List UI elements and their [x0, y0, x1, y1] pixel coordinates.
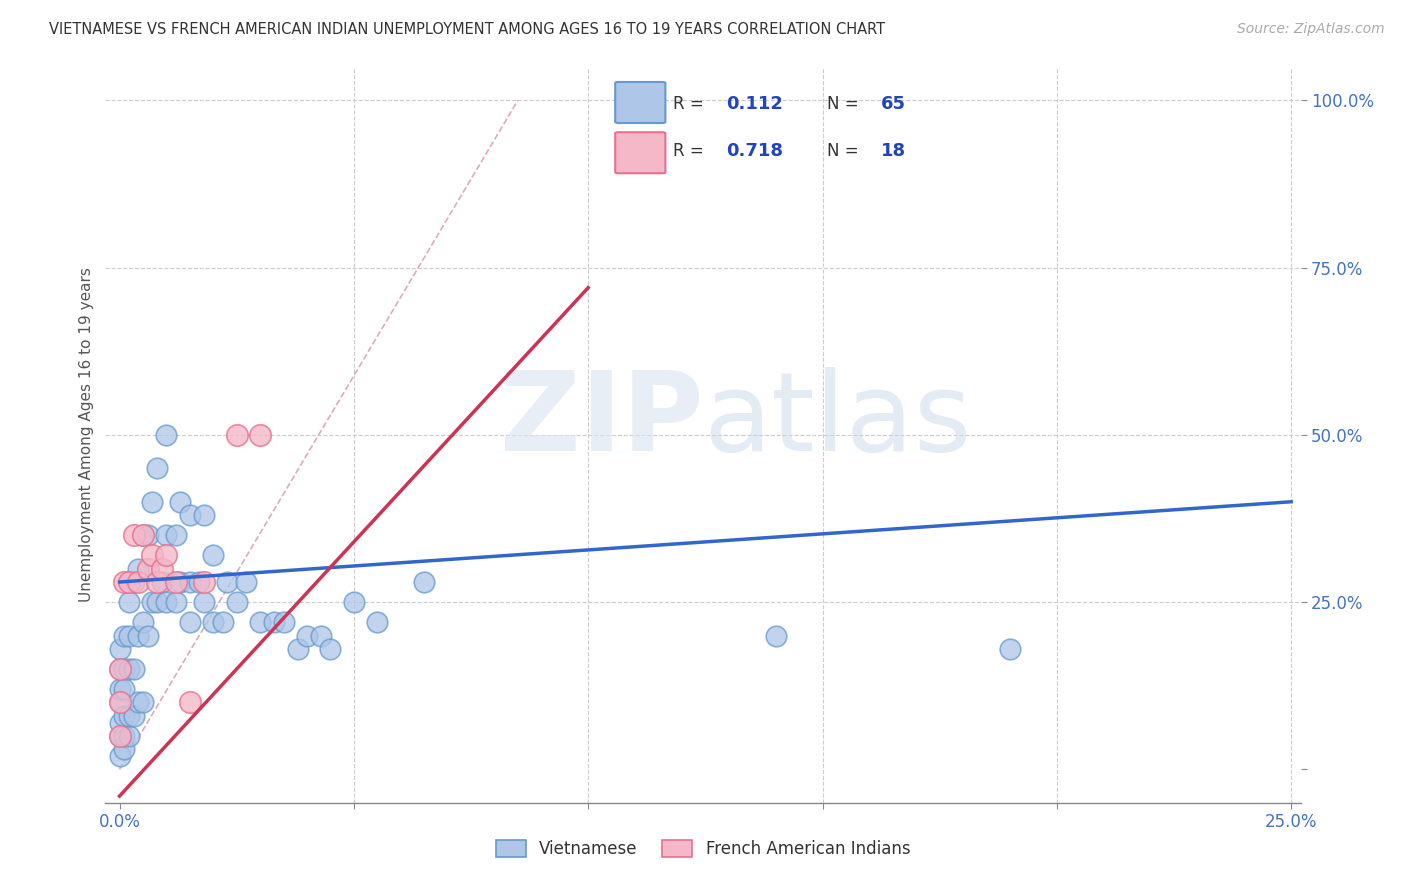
Text: ZIP: ZIP — [499, 367, 703, 474]
Point — [146, 574, 169, 589]
Point — [112, 742, 135, 756]
Point — [118, 729, 141, 743]
Point — [127, 628, 149, 642]
Point — [118, 628, 141, 642]
Point — [169, 494, 191, 508]
Point — [108, 715, 131, 730]
Point — [108, 642, 131, 657]
Point — [108, 749, 131, 764]
Point — [112, 729, 135, 743]
Point — [202, 548, 225, 563]
Point — [155, 595, 177, 609]
Point — [127, 562, 149, 576]
Point — [127, 574, 149, 589]
Point — [225, 595, 247, 609]
Point — [211, 615, 233, 630]
Text: R =: R = — [672, 95, 709, 112]
Point — [146, 461, 169, 475]
Text: 65: 65 — [880, 95, 905, 112]
Point — [118, 595, 141, 609]
Text: Source: ZipAtlas.com: Source: ZipAtlas.com — [1237, 22, 1385, 37]
Point — [165, 595, 187, 609]
Point — [132, 615, 155, 630]
Point — [136, 528, 159, 542]
Point — [136, 562, 159, 576]
Point — [287, 642, 309, 657]
Point — [179, 574, 201, 589]
Point — [413, 574, 436, 589]
Point — [235, 574, 257, 589]
Point — [122, 662, 145, 676]
Point — [155, 548, 177, 563]
Y-axis label: Unemployment Among Ages 16 to 19 years: Unemployment Among Ages 16 to 19 years — [79, 268, 94, 602]
Point — [112, 708, 135, 723]
Point — [202, 615, 225, 630]
Point — [112, 628, 135, 642]
Point — [249, 615, 271, 630]
Point — [122, 574, 145, 589]
Point — [132, 696, 155, 710]
Point — [165, 574, 187, 589]
Point — [366, 615, 388, 630]
Text: N =: N = — [827, 95, 863, 112]
Point — [146, 595, 169, 609]
Point — [112, 662, 135, 676]
Point — [165, 528, 187, 542]
Point — [179, 696, 201, 710]
Point — [118, 574, 141, 589]
Point — [273, 615, 295, 630]
Point — [132, 528, 155, 542]
Point — [319, 642, 342, 657]
Text: 18: 18 — [880, 142, 905, 160]
FancyBboxPatch shape — [616, 132, 665, 173]
Text: N =: N = — [827, 142, 863, 160]
Point — [343, 595, 366, 609]
Point — [179, 615, 201, 630]
Point — [765, 628, 787, 642]
FancyBboxPatch shape — [616, 82, 665, 123]
Point — [122, 708, 145, 723]
Point — [108, 662, 131, 676]
Point — [122, 528, 145, 542]
Point — [217, 574, 239, 589]
Point — [127, 696, 149, 710]
Point — [112, 681, 135, 696]
Point — [188, 574, 211, 589]
Point — [155, 427, 177, 442]
Text: VIETNAMESE VS FRENCH AMERICAN INDIAN UNEMPLOYMENT AMONG AGES 16 TO 19 YEARS CORR: VIETNAMESE VS FRENCH AMERICAN INDIAN UNE… — [49, 22, 886, 37]
Point — [108, 696, 131, 710]
Legend: Vietnamese, French American Indians: Vietnamese, French American Indians — [489, 833, 917, 864]
Point — [169, 574, 191, 589]
Text: atlas: atlas — [703, 367, 972, 474]
Point — [295, 628, 318, 642]
Point — [108, 729, 131, 743]
Point — [108, 696, 131, 710]
Point — [309, 628, 332, 642]
Point — [118, 662, 141, 676]
Point — [150, 574, 173, 589]
Point — [112, 574, 135, 589]
Text: 0.718: 0.718 — [727, 142, 783, 160]
Text: R =: R = — [672, 142, 709, 160]
Point — [998, 642, 1021, 657]
Point — [193, 595, 215, 609]
Point — [108, 729, 131, 743]
Point — [141, 494, 163, 508]
Point — [249, 427, 271, 442]
Point — [132, 528, 155, 542]
Point — [193, 574, 215, 589]
Point — [136, 628, 159, 642]
Point — [118, 708, 141, 723]
Point — [225, 427, 247, 442]
Point — [108, 681, 131, 696]
Point — [179, 508, 201, 523]
Point — [263, 615, 285, 630]
Point — [141, 595, 163, 609]
Point — [108, 662, 131, 676]
Point — [193, 508, 215, 523]
Point — [155, 528, 177, 542]
Point — [141, 548, 163, 563]
Text: 0.112: 0.112 — [727, 95, 783, 112]
Point — [150, 562, 173, 576]
